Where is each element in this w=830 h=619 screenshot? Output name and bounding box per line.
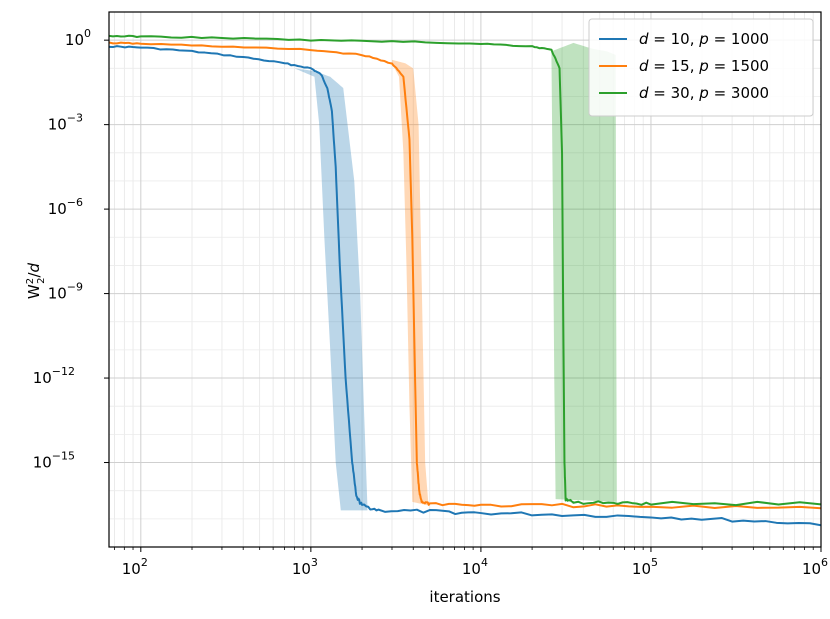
confidence-bands [294, 42, 617, 511]
band-series-2 [391, 59, 429, 506]
series-lines [109, 34, 821, 527]
legend: d = 10, p = 1000 d = 15, p = 1500 d = 30, … [588, 18, 814, 117]
band-series-1 [294, 68, 368, 511]
major-gridlines [109, 12, 822, 547]
line-series-2 [109, 41, 821, 510]
y-axis-label: W22/d [25, 262, 47, 299]
plot-frame [108, 11, 822, 548]
legend-label: d = 10, p = 1000 [639, 30, 769, 48]
y-tick-label: 10−15 [33, 450, 75, 472]
legend-label: d = 15, p = 1500 [639, 57, 769, 75]
x-axis-label: iterations [429, 588, 500, 606]
band-series-3 [551, 42, 617, 502]
line-series-1 [109, 45, 821, 527]
line-series-3 [109, 34, 821, 507]
legend-box [588, 18, 814, 117]
legend-label: d = 30, p = 3000 [639, 84, 769, 102]
